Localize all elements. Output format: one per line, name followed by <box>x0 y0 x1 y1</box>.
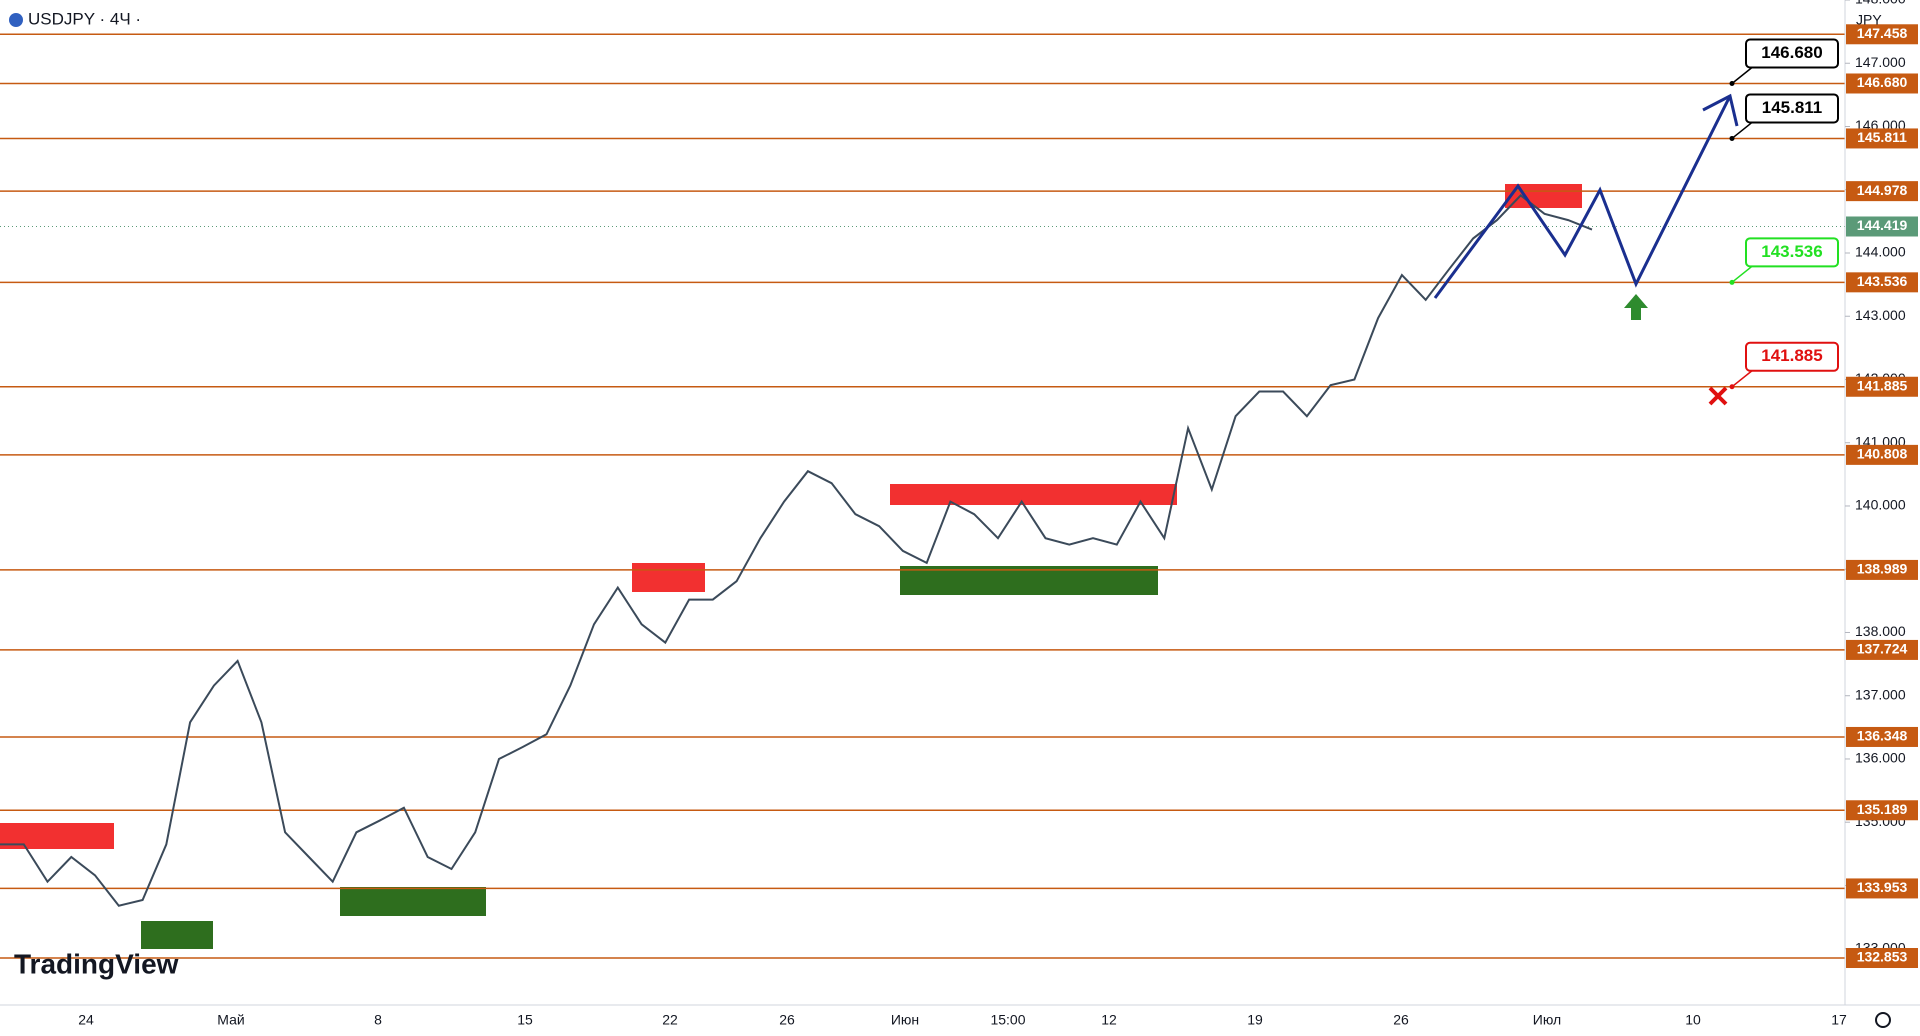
projection-path <box>1433 95 1732 299</box>
level-label: 132.853 <box>1857 949 1908 965</box>
level-label: 137.724 <box>1857 641 1908 657</box>
currency[interactable]: JPY <box>1856 12 1882 28</box>
projection-arrowhead <box>1702 93 1739 127</box>
levels: 146.680 145.811 143.536 141.885 <box>0 33 1845 959</box>
current-price-box <box>1846 216 1918 237</box>
level-label: 143.536 <box>1857 273 1908 289</box>
drawings <box>1433 93 1739 406</box>
level-label-box <box>1846 726 1918 747</box>
level-label: 133.953 <box>1857 879 1908 895</box>
callout-box <box>1745 237 1839 268</box>
flag-icon <box>9 13 23 27</box>
x-tick-label: 15:00 <box>990 1012 1025 1028</box>
callout-box <box>1745 93 1839 124</box>
callout-label: 146.680 <box>1761 43 1822 62</box>
y-tick-label: 144.000 <box>1855 244 1906 260</box>
x-tick-label: 19 <box>1247 1012 1263 1028</box>
supply-zone <box>890 484 1177 505</box>
demand-zone <box>141 921 213 949</box>
level-label-box <box>1846 376 1918 397</box>
level-label: 135.189 <box>1857 801 1908 817</box>
series <box>0 194 1593 907</box>
symbol-title[interactable]: USDJPY · 4Ч · <box>28 9 141 28</box>
x-tick-label: 15 <box>517 1012 533 1028</box>
callout-anchor <box>1729 279 1735 285</box>
y-tick-label: 136.000 <box>1855 750 1906 766</box>
x-tick-label: 24 <box>78 1012 94 1028</box>
callout-pointer <box>1731 66 1753 85</box>
callout-label: 141.885 <box>1761 346 1822 365</box>
callout-anchor <box>1729 384 1735 390</box>
level-label-box <box>1846 24 1918 45</box>
level-label: 145.811 <box>1857 129 1907 145</box>
level-label-box <box>1846 181 1918 202</box>
level-label: 140.808 <box>1857 446 1908 462</box>
level-label: 141.885 <box>1857 377 1908 393</box>
y-tick-label: 147.000 <box>1855 54 1906 70</box>
demand-zone <box>340 887 486 916</box>
level-label-box <box>1846 878 1918 899</box>
y-tick-label: 138.000 <box>1855 623 1906 639</box>
level-label-box <box>1846 128 1918 149</box>
y-tick-label: 148.000 <box>1855 0 1906 7</box>
price-line <box>0 194 1593 907</box>
x-tick-label: 17 <box>1831 1012 1847 1028</box>
level-label: 146.680 <box>1857 74 1908 90</box>
x-tick-label: Июн <box>891 1012 919 1028</box>
level-label-box <box>1846 559 1918 580</box>
x-tick-label: 26 <box>779 1012 795 1028</box>
x-tick-label: 10 <box>1685 1012 1701 1028</box>
current-price-label: 144.419 <box>1857 217 1908 233</box>
level-label-box <box>1846 272 1918 293</box>
axis-background <box>1845 0 1920 1036</box>
x-tick-label: 8 <box>374 1012 382 1028</box>
callout-pointer <box>1731 370 1753 388</box>
stop-cross <box>1708 386 1728 406</box>
y-tick-label: 137.000 <box>1855 686 1906 702</box>
callout-label: 143.536 <box>1761 242 1822 261</box>
settings-icon[interactable] <box>1875 1012 1891 1028</box>
callout-anchor <box>1729 80 1735 86</box>
x-tick-label: Май <box>217 1012 244 1028</box>
watermark: TradingView <box>14 948 179 979</box>
x-tick-label: 26 <box>1393 1012 1409 1028</box>
level-label: 147.458 <box>1857 25 1908 41</box>
level-label-box <box>1846 639 1918 660</box>
level-label: 136.348 <box>1857 728 1908 744</box>
buy-arrow <box>1624 294 1648 320</box>
callout-box <box>1745 341 1839 372</box>
level-label-box <box>1846 948 1918 969</box>
callout-box <box>1745 38 1839 69</box>
callout-anchor <box>1729 135 1735 141</box>
level-label-box <box>1846 444 1918 465</box>
y-tick-label: 140.000 <box>1855 497 1906 513</box>
callout-pointer <box>1731 265 1753 283</box>
x-tick-label: 22 <box>662 1012 678 1028</box>
supply-zone <box>632 563 705 592</box>
y-tick-label: 143.000 <box>1855 307 1906 323</box>
callout-label: 145.811 <box>1762 98 1823 117</box>
level-label-box <box>1846 800 1918 821</box>
callout-pointer <box>1731 121 1753 140</box>
x-tick-label: Июл <box>1533 1012 1561 1028</box>
x-tick-label: 12 <box>1101 1012 1117 1028</box>
zones <box>0 184 1582 949</box>
level-label: 144.978 <box>1857 182 1908 198</box>
level-label: 138.989 <box>1857 561 1908 577</box>
level-label-box <box>1846 73 1918 94</box>
demand-zone <box>900 566 1158 595</box>
time-axis-background <box>0 1005 1920 1036</box>
